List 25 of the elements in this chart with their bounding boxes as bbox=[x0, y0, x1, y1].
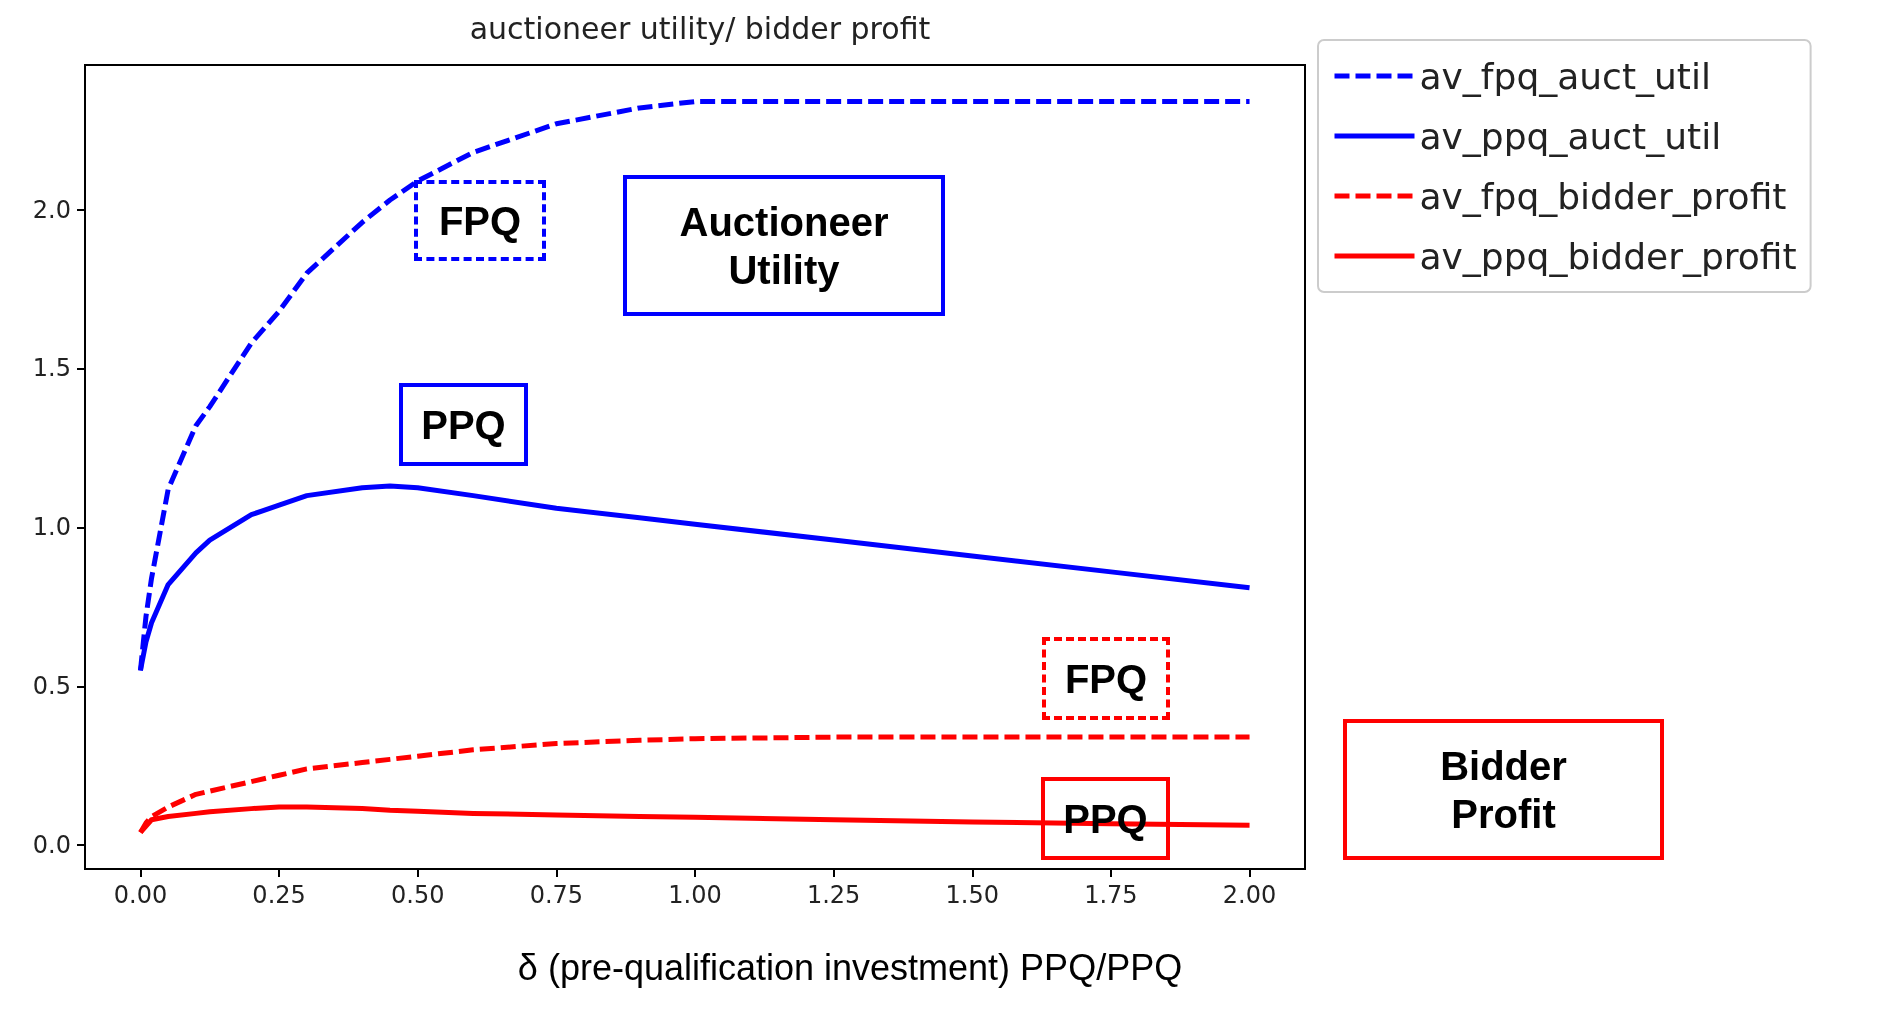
label-box: Bidder Profit bbox=[1343, 719, 1664, 860]
label-box: FPQ bbox=[1042, 637, 1170, 720]
y-tick-label: 0.5 bbox=[32, 672, 71, 701]
x-tick-label: 0.75 bbox=[529, 881, 584, 909]
x-axis-title: δ (pre-qualification investment) PPQ/PPQ bbox=[517, 946, 1183, 988]
x-tick-label: 1.25 bbox=[806, 881, 861, 909]
legend-label: av_fpq_auct_util bbox=[1419, 55, 1711, 97]
label-box: PPQ bbox=[399, 383, 528, 466]
x-tick-label: 0.25 bbox=[252, 881, 306, 909]
x-tick-label: 1.50 bbox=[945, 881, 999, 909]
label-box: FPQ bbox=[414, 180, 546, 261]
x-tick-label: 1.75 bbox=[1084, 881, 1138, 909]
x-tick-label: 2.00 bbox=[1222, 881, 1277, 909]
x-tick-label: 0.50 bbox=[391, 881, 445, 909]
legend-label: av_ppq_bidder_profit bbox=[1419, 235, 1797, 277]
legend-label: av_fpq_bidder_profit bbox=[1419, 175, 1787, 217]
legend-label: av_ppq_auct_util bbox=[1419, 115, 1722, 157]
y-tick-label: 1.5 bbox=[32, 354, 71, 383]
y-tick-label: 2.0 bbox=[32, 195, 71, 224]
y-tick-label: 1.0 bbox=[32, 513, 71, 542]
y-tick-label: 0.0 bbox=[32, 831, 71, 860]
label-box: Auctioneer Utility bbox=[623, 175, 945, 316]
x-tick-label: 1.00 bbox=[668, 881, 722, 909]
chart-title: auctioneer utility/ bidder profit bbox=[469, 10, 931, 46]
x-tick-label: 0.00 bbox=[113, 881, 168, 909]
